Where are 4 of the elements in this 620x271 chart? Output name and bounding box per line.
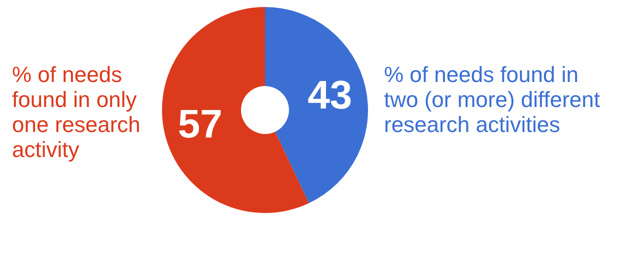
data-label: 57: [178, 102, 222, 147]
slice-label: % of needs found in two (or more) different research activities: [384, 62, 606, 137]
slice-label: % of needs found in only one research activity: [12, 62, 147, 162]
data-label: 43: [308, 73, 352, 118]
